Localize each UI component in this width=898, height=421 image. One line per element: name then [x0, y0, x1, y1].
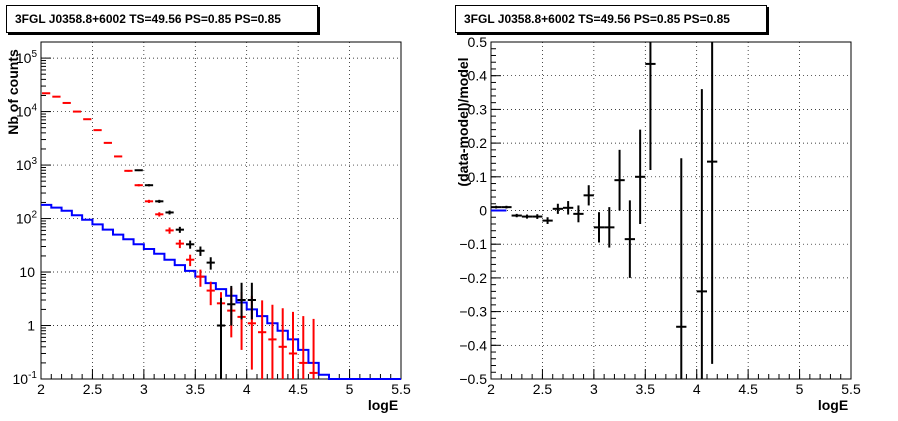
left-x-tick-label: 5 — [346, 381, 354, 397]
right-x-tick-label: 2 — [487, 381, 495, 397]
right-y-tick-label: 0.1 — [468, 169, 488, 185]
right-y-tick-label: −0.2 — [459, 270, 487, 286]
left-y-tick-label: 1 — [27, 318, 35, 334]
right-panel-title: 3FGL J0358.8+6002 TS=49.56 PS=0.85 PS=0.… — [455, 5, 767, 33]
right-x-tick-label: 5.5 — [841, 381, 861, 397]
left-y-tick-label: 104 — [16, 103, 38, 120]
right-y-tick-label: −0.5 — [459, 371, 487, 387]
left-x-tick-label: 4.5 — [288, 381, 308, 397]
left-y-tick-label: 10-1 — [13, 370, 38, 387]
right-x-axis-label: logE — [818, 397, 848, 413]
left-x-tick-label: 3.5 — [186, 381, 206, 397]
right-y-tick-label: 0.3 — [468, 101, 488, 117]
left-x-tick-label: 5.5 — [391, 381, 411, 397]
left-y-axis-label: Nb of counts — [5, 49, 21, 135]
left-y-tick-label: 103 — [16, 156, 38, 173]
right-y-tick-label: 0.5 — [468, 34, 488, 50]
right-y-tick-label: 0 — [479, 203, 487, 219]
left-x-axis-label: logE — [368, 397, 398, 413]
right-y-tick-label: −0.4 — [459, 337, 487, 353]
left-x-tick-label: 2.5 — [83, 381, 103, 397]
right-x-tick-label: 5 — [796, 381, 804, 397]
right-y-tick-label: 0.4 — [468, 68, 488, 84]
right-y-tick-label: −0.1 — [459, 236, 487, 252]
right-x-tick-label: 3 — [590, 381, 598, 397]
right-y-tick-label: −0.3 — [459, 304, 487, 320]
left-x-tick-label: 3 — [140, 381, 148, 397]
right-y-axis-label: (data-model)/model — [455, 57, 471, 186]
right-x-tick-label: 4 — [693, 381, 701, 397]
right-x-tick-label: 4.5 — [738, 381, 758, 397]
left-x-tick-label: 2 — [37, 381, 45, 397]
left-y-tick-label: 10 — [19, 264, 35, 280]
right-x-tick-label: 2.5 — [533, 381, 553, 397]
right-x-tick-label: 3.5 — [636, 381, 656, 397]
left-y-tick-label: 102 — [16, 210, 38, 227]
left-x-tick-label: 4 — [243, 381, 251, 397]
left-y-tick-label: 105 — [16, 49, 38, 66]
right-y-tick-label: 0.2 — [468, 135, 488, 151]
left-panel-title: 3FGL J0358.8+6002 TS=49.56 PS=0.85 PS=0.… — [6, 5, 318, 33]
